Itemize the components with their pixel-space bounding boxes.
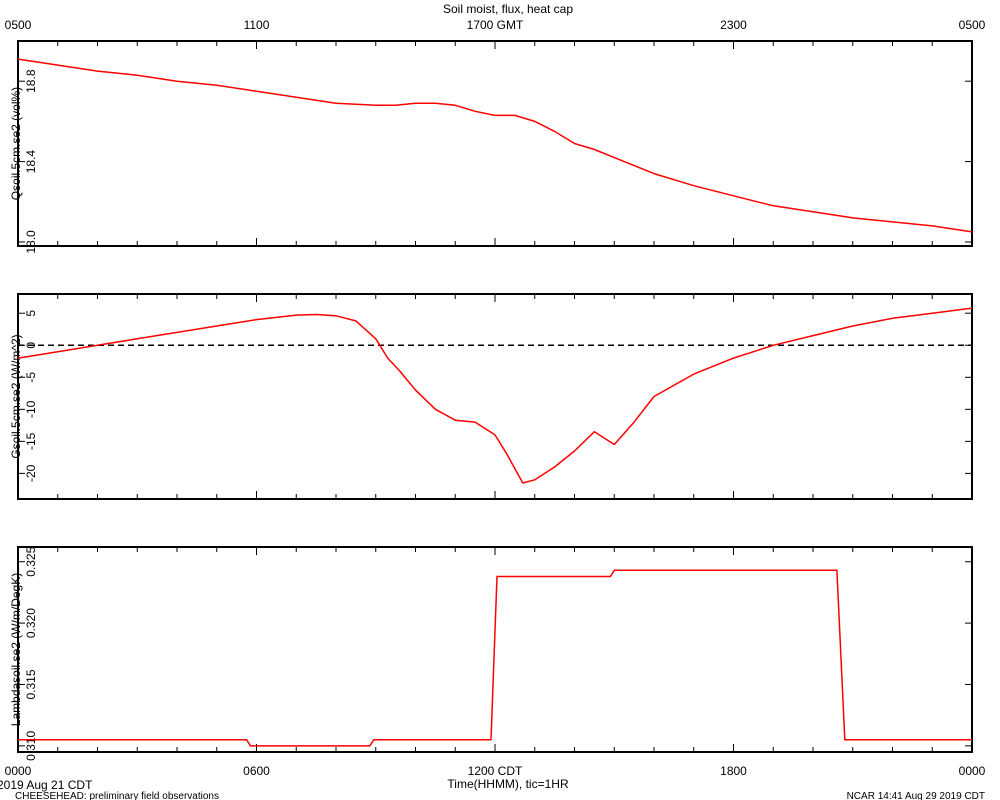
bottom-tick-label: 0000 <box>959 764 986 778</box>
bottom-tick-label: 0000 <box>5 764 32 778</box>
y-tick-label: -10 <box>24 400 38 418</box>
y-tick-label: 0.310 <box>24 731 38 761</box>
top-tick-label: 2300 <box>720 18 747 32</box>
footer-right: NCAR 14:41 Aug 29 2019 CDT <box>847 791 985 800</box>
top-tick-label: 1100 <box>244 18 270 32</box>
y-tick-label: -5 <box>24 372 38 383</box>
y-axis-label: Lambdasoil.se2 (W/m/DegK) <box>9 573 23 726</box>
bottom-tick-label: 1800 <box>720 764 747 778</box>
top-axis-tick-labels: 0500 1100 1700 GMT 2300 0500 <box>5 18 986 32</box>
y-tick-label: 0.320 <box>24 608 38 638</box>
date-label: 2019 Aug 21 CDT <box>0 778 93 792</box>
series-line <box>17 58 973 233</box>
top-tick-label: 0500 <box>959 18 986 32</box>
y-tick-label: 18.8 <box>24 69 38 93</box>
y-tick-label: 5 <box>24 310 38 317</box>
y-tick-label: 18.0 <box>24 230 38 254</box>
top-tick-label: 1700 GMT <box>467 18 524 32</box>
y-tick-label: -20 <box>24 464 38 482</box>
chart-title: Soil moist, flux, heat cap <box>443 2 573 16</box>
series-line <box>17 307 973 484</box>
plot-frame <box>17 293 973 500</box>
bottom-tick-label: 1200 CDT <box>468 764 523 778</box>
footer-left: CHEESEHEAD: preliminary field observatio… <box>15 791 219 800</box>
bottom-tick-label: 0600 <box>243 764 270 778</box>
y-tick-label: 0.325 <box>24 546 38 576</box>
plot-frame <box>17 40 973 247</box>
top-tick-label: 0500 <box>5 18 32 32</box>
y-tick-label: -15 <box>24 432 38 450</box>
y-tick-label: 0.315 <box>24 669 38 699</box>
series-line <box>18 569 972 747</box>
y-tick-label: 18.4 <box>24 150 38 174</box>
y-axis-label: Qsoil.5cm.se2 (vol%) <box>9 87 23 200</box>
bottom-axis-tick-labels: 0000 0600 1200 CDT 1800 0000 <box>5 764 986 778</box>
x-axis-label: Time(HHMM), tic=1HR <box>447 777 569 791</box>
y-axis-label: Gsoil.5cm.se2 (W/m^2) <box>9 334 23 458</box>
